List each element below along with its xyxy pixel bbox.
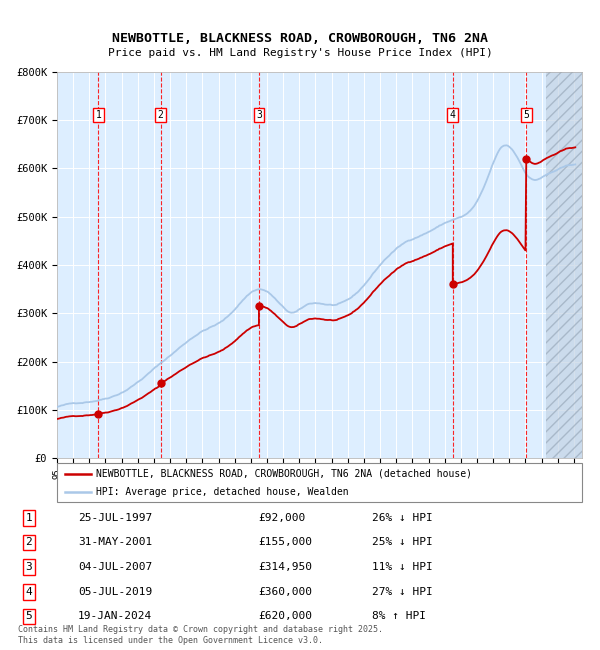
Text: £360,000: £360,000: [258, 587, 312, 597]
Text: 3: 3: [256, 110, 262, 120]
Text: Contains HM Land Registry data © Crown copyright and database right 2025.
This d: Contains HM Land Registry data © Crown c…: [18, 625, 383, 645]
Text: NEWBOTTLE, BLACKNESS ROAD, CROWBOROUGH, TN6 2NA (detached house): NEWBOTTLE, BLACKNESS ROAD, CROWBOROUGH, …: [97, 469, 472, 478]
Text: 5: 5: [523, 110, 529, 120]
Text: Price paid vs. HM Land Registry's House Price Index (HPI): Price paid vs. HM Land Registry's House …: [107, 48, 493, 58]
Text: £155,000: £155,000: [258, 538, 312, 547]
Bar: [547, 72, 582, 458]
Text: 4: 4: [25, 587, 32, 597]
Text: 04-JUL-2007: 04-JUL-2007: [78, 562, 152, 572]
Text: 19-JAN-2024: 19-JAN-2024: [78, 612, 152, 621]
Text: 25-JUL-1997: 25-JUL-1997: [78, 513, 152, 523]
Text: 8% ↑ HPI: 8% ↑ HPI: [372, 612, 426, 621]
Text: 25% ↓ HPI: 25% ↓ HPI: [372, 538, 433, 547]
Text: 11% ↓ HPI: 11% ↓ HPI: [372, 562, 433, 572]
Text: 2: 2: [158, 110, 163, 120]
Text: HPI: Average price, detached house, Wealden: HPI: Average price, detached house, Weal…: [97, 487, 349, 497]
FancyBboxPatch shape: [57, 463, 582, 502]
Text: 27% ↓ HPI: 27% ↓ HPI: [372, 587, 433, 597]
Text: 1: 1: [25, 513, 32, 523]
Text: £314,950: £314,950: [258, 562, 312, 572]
Text: 05-JUL-2019: 05-JUL-2019: [78, 587, 152, 597]
Text: 1: 1: [95, 110, 101, 120]
Text: 26% ↓ HPI: 26% ↓ HPI: [372, 513, 433, 523]
Text: NEWBOTTLE, BLACKNESS ROAD, CROWBOROUGH, TN6 2NA: NEWBOTTLE, BLACKNESS ROAD, CROWBOROUGH, …: [112, 32, 488, 46]
Text: 5: 5: [25, 612, 32, 621]
Text: £620,000: £620,000: [258, 612, 312, 621]
Text: 31-MAY-2001: 31-MAY-2001: [78, 538, 152, 547]
Text: 2: 2: [25, 538, 32, 547]
Text: £92,000: £92,000: [258, 513, 305, 523]
Text: 3: 3: [25, 562, 32, 572]
Text: 4: 4: [450, 110, 456, 120]
